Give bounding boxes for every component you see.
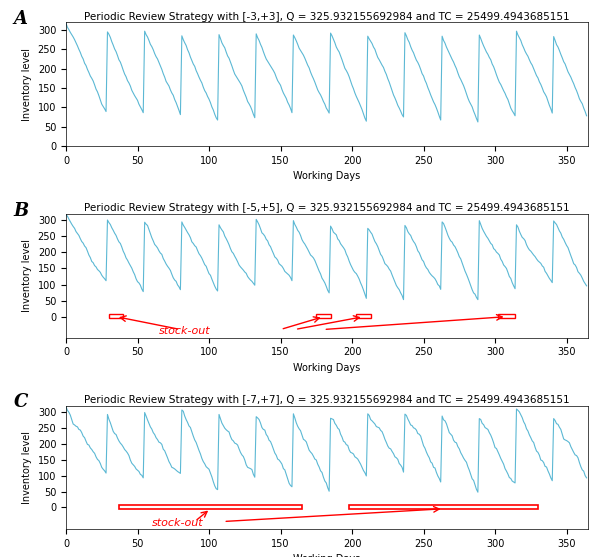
Text: stock-out: stock-out [159, 326, 211, 336]
Bar [356, 314, 371, 318]
Title: Periodic Review Strategy with [-5,+5], Q = 325.932155692984 and TC = 25499.49436: Periodic Review Strategy with [-5,+5], Q… [84, 203, 570, 213]
Y-axis label: Inventory level: Inventory level [22, 431, 32, 504]
Y-axis label: Inventory level: Inventory level [22, 239, 32, 312]
Bar [349, 505, 538, 509]
Bar [498, 314, 515, 318]
Bar [119, 505, 302, 509]
Bar [109, 314, 123, 318]
Title: Periodic Review Strategy with [-3,+3], Q = 325.932155692984 and TC = 25499.49436: Periodic Review Strategy with [-3,+3], Q… [84, 12, 570, 22]
X-axis label: Working Days: Working Days [293, 363, 361, 373]
Text: B: B [14, 202, 29, 219]
Text: stock-out: stock-out [152, 518, 203, 528]
Text: A: A [14, 10, 28, 28]
X-axis label: Working Days: Working Days [293, 171, 361, 181]
Y-axis label: Inventory level: Inventory level [22, 47, 32, 121]
Bar [316, 314, 331, 318]
Title: Periodic Review Strategy with [-7,+7], Q = 325.932155692984 and TC = 25499.49436: Periodic Review Strategy with [-7,+7], Q… [84, 395, 570, 405]
X-axis label: Working Days: Working Days [293, 554, 361, 557]
Text: C: C [14, 393, 28, 411]
